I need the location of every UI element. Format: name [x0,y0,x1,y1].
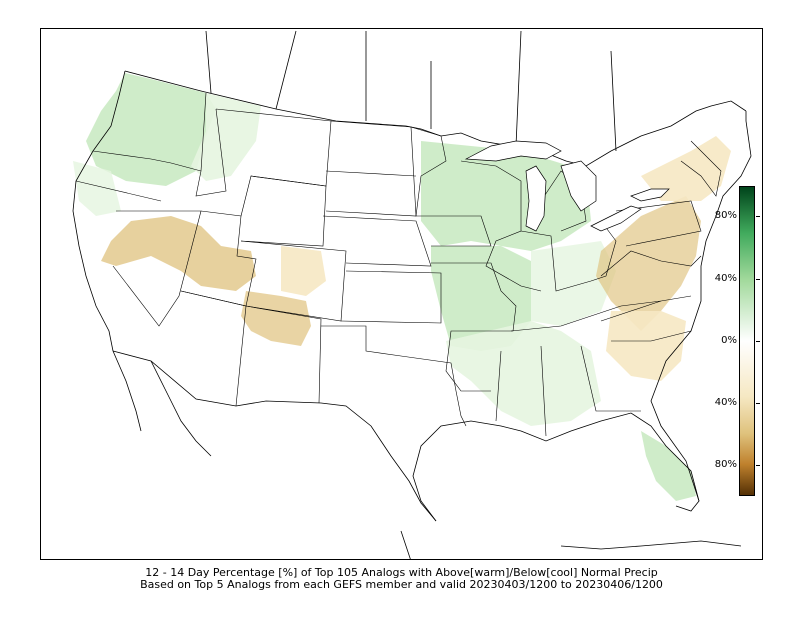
shade-upper-midwest [421,141,591,251]
state-line-in-oh [520,220,617,292]
shade-lower-mississippi [446,321,601,426]
canada-north-lines [205,30,617,152]
shade-florida [641,431,696,501]
state-line-new-england [680,140,722,197]
state-line-nv [112,210,202,327]
shade-ohio-valley [531,241,616,326]
state-line-wi-il [460,160,542,292]
colorbar-label-below-40: 40% [714,397,737,408]
state-line-wy [240,175,327,247]
state-line-co [240,240,347,322]
baja-coast [112,350,212,457]
lake-ontario [630,188,670,202]
colorbar-tick [756,403,760,404]
shade-idaho-montana [191,93,261,181]
colorbar-label-above-40: 40% [714,273,737,284]
east-coast [650,111,752,502]
state-line-ky-tn [510,295,692,332]
shade-great-basin [101,216,256,291]
state-line-wa-or [92,150,202,172]
state-line-or-ca [75,180,162,202]
caption-line-1: 12 - 14 Day Percentage [%] of Top 105 An… [145,566,658,579]
shade-carolinas [606,311,686,381]
shade-four-corners [241,291,311,346]
state-line-az [180,290,247,407]
shade-oregon-coast [73,161,121,216]
us-west-coast [72,70,126,352]
lake-erie [590,205,642,232]
state-line-carolinas [600,300,692,342]
state-borders [75,92,722,437]
shade-pacific-northwest [86,73,216,186]
mexico-interior [400,530,742,559]
caption-line-2: Based on Top 5 Analogs from each GEFS me… [140,578,663,591]
lake-superior [464,140,562,162]
state-line-va-wv [600,250,702,277]
state-line-ms-al-ga [495,345,641,437]
shade-mid-atlantic [596,196,701,331]
precip-shading [73,73,731,501]
mexico-border [112,350,437,522]
colorbar [739,186,755,496]
colorbar-tick [756,216,760,217]
shade-mississippi-valley [431,246,531,351]
great-lakes [464,140,670,232]
colorbar-tick [756,465,760,466]
lake-huron [560,160,597,212]
colorbar-label-below-80: 80% [714,459,737,470]
state-line-mn-ia [410,126,492,247]
colorbar-label-zero: 0% [721,335,737,346]
state-line-id [195,92,227,197]
state-line-pa-ny [615,200,702,247]
shade-colorado [281,246,326,296]
colorbar-tick [756,341,760,342]
colorbar-tick [756,279,760,280]
gulf-coast [412,412,700,522]
map-svg [72,30,752,559]
lake-michigan [525,165,547,232]
state-line-nm [245,305,322,404]
state-line-ne-ks [322,215,442,324]
shade-new-england [641,136,731,201]
state-line-dakotas [325,120,417,217]
map-frame [40,28,763,560]
colorbar-label-above-80: 80% [714,210,737,221]
state-line-ok-tx [321,325,467,427]
